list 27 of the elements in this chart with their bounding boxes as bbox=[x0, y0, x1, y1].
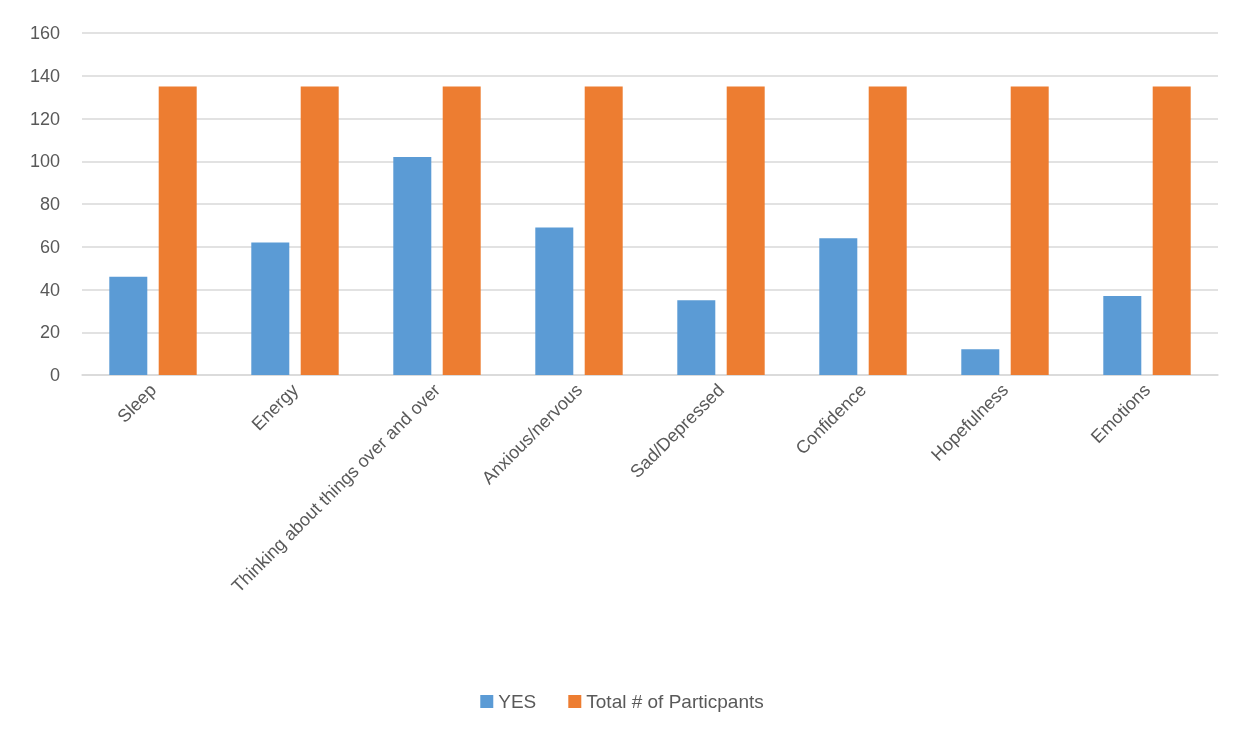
bar bbox=[868, 86, 907, 375]
bar bbox=[393, 156, 432, 375]
bar bbox=[1152, 86, 1191, 375]
y-tick-label: 140 bbox=[29, 65, 60, 86]
bar bbox=[584, 86, 623, 375]
bar bbox=[819, 238, 858, 375]
y-tick-label: 160 bbox=[29, 23, 60, 43]
y-tick-label: 120 bbox=[29, 108, 60, 129]
bar bbox=[1103, 295, 1142, 375]
bar bbox=[251, 242, 290, 375]
bar bbox=[300, 86, 339, 375]
bar bbox=[535, 227, 574, 375]
bar bbox=[961, 349, 1000, 375]
bar bbox=[726, 86, 765, 375]
legend-label: YES bbox=[498, 691, 537, 712]
bar bbox=[442, 86, 481, 375]
legend-label: Total # of Particpants bbox=[586, 691, 764, 712]
y-tick-label: 80 bbox=[39, 194, 60, 214]
y-tick-label: 20 bbox=[39, 322, 60, 343]
bar bbox=[1010, 86, 1049, 375]
y-tick-label: 100 bbox=[29, 151, 60, 172]
y-tick-label: 40 bbox=[39, 279, 60, 300]
bar bbox=[109, 276, 148, 375]
bar bbox=[158, 86, 197, 375]
y-tick-label: 60 bbox=[39, 236, 60, 257]
bar bbox=[677, 300, 716, 375]
y-tick-label: 0 bbox=[49, 365, 60, 385]
